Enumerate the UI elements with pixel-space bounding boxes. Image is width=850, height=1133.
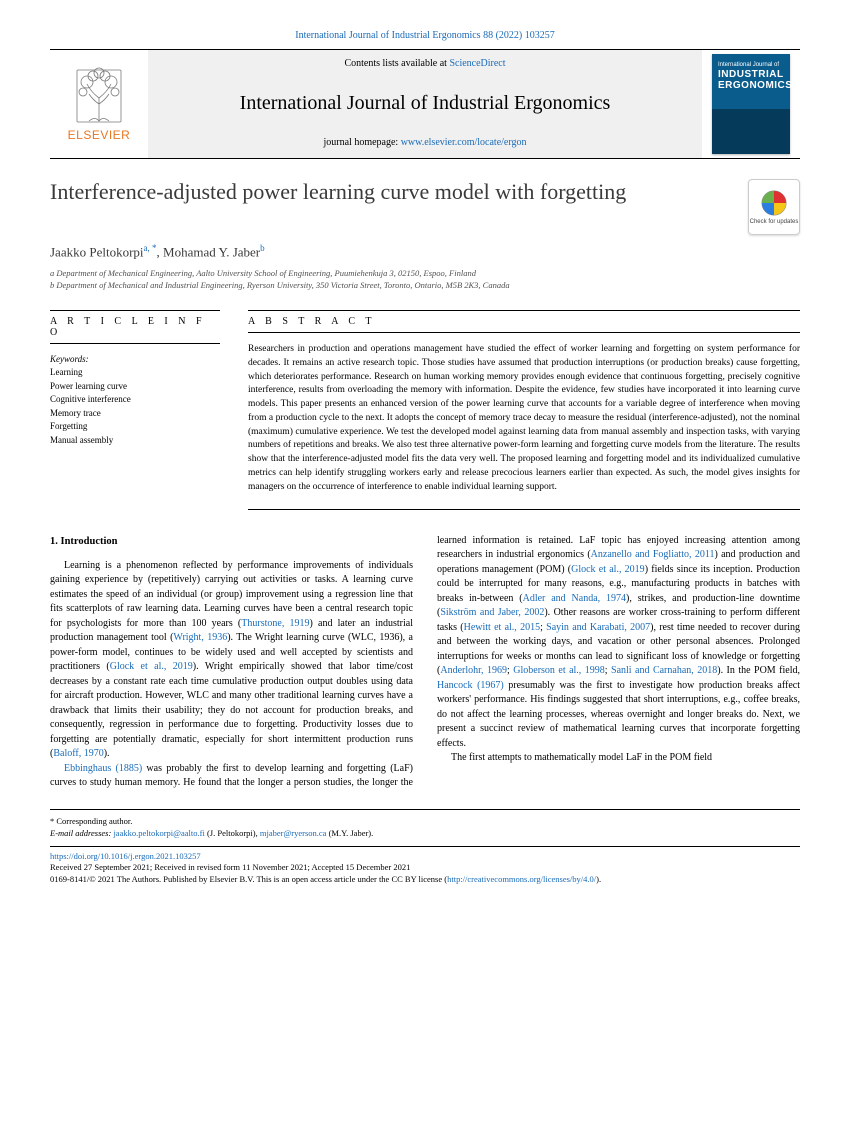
contents-available: Contents lists available at ScienceDirec… [154, 58, 696, 69]
cite-glock[interactable]: Glock et al., 2019 [110, 661, 193, 672]
abstract-text: Researchers in production and operations… [248, 343, 800, 509]
article-info-head: A R T I C L E I N F O [50, 310, 220, 344]
check-updates-button[interactable]: Check for updates [748, 179, 800, 235]
journal-header-center: Contents lists available at ScienceDirec… [148, 50, 702, 158]
journal-homepage: journal homepage: www.elsevier.com/locat… [154, 137, 696, 148]
keyword-item: Learning [50, 366, 220, 380]
citation-line: International Journal of Industrial Ergo… [50, 30, 800, 41]
cite-sayin[interactable]: Sayin and Karabati, 2007 [546, 622, 650, 633]
homepage-link[interactable]: www.elsevier.com/locate/ergon [401, 137, 527, 148]
journal-cover-thumb: International Journal of INDUSTRIAL ERGO… [712, 54, 790, 154]
body-text: 1. Introduction Learning is a phenomenon… [50, 534, 800, 791]
publisher-logo-block: ELSEVIER [50, 50, 148, 158]
keyword-item: Forgetting [50, 420, 220, 434]
keyword-item: Manual assembly [50, 434, 220, 448]
cite-globerson[interactable]: Globerson et al., 1998 [513, 665, 605, 676]
cite-sanli[interactable]: Sanli and Carnahan, 2018 [611, 665, 717, 676]
cite-anderlohr[interactable]: Anderlohr, 1969 [440, 665, 507, 676]
abstract: A B S T R A C T Researchers in productio… [248, 310, 800, 509]
cite-adler[interactable]: Adler and Nanda, 1974 [523, 593, 626, 604]
article-info: A R T I C L E I N F O Keywords: Learning… [50, 310, 220, 509]
sciencedirect-link[interactable]: ScienceDirect [449, 58, 505, 69]
keywords-list: LearningPower learning curveCognitive in… [50, 366, 220, 447]
keyword-item: Power learning curve [50, 380, 220, 394]
keywords-label: Keywords: [50, 354, 220, 364]
paragraph-1: Learning is a phenomenon reflected by pe… [50, 559, 413, 762]
cite-thurstone[interactable]: Thurstone, 1919 [241, 618, 309, 629]
paper-page: International Journal of Industrial Ergo… [0, 0, 850, 906]
journal-cover-block: International Journal of INDUSTRIAL ERGO… [702, 50, 800, 158]
elsevier-tree-icon [69, 66, 129, 126]
footer: * Corresponding author. E-mail addresses… [50, 809, 800, 886]
cite-baloff[interactable]: Baloff, 1970 [53, 748, 103, 759]
publisher-name: ELSEVIER [68, 128, 131, 142]
cite-anzanello[interactable]: Anzanello and Fogliatto, 2011 [591, 549, 715, 560]
affiliation-b: b Department of Mechanical and Industria… [50, 280, 800, 292]
section-1-head: 1. Introduction [50, 534, 413, 549]
author-2: Mohamad Y. Jaber [163, 244, 260, 259]
email-addresses: E-mail addresses: jaakko.peltokorpi@aalt… [50, 828, 800, 840]
paragraph-3: The first attempts to mathematically mod… [437, 751, 800, 766]
keyword-item: Cognitive interference [50, 393, 220, 407]
cite-sikstrom[interactable]: Sikström and Jaber, 2002 [440, 607, 544, 618]
cite-glock2[interactable]: Glock et al., 2019 [571, 564, 645, 575]
cite-ebbinghaus[interactable]: Ebbinghaus (1885) [64, 763, 142, 774]
paper-title: Interference-adjusted power learning cur… [50, 179, 626, 205]
abstract-head: A B S T R A C T [248, 310, 800, 333]
cc-license-link[interactable]: http://creativecommons.org/licenses/by/4… [447, 874, 596, 884]
affiliations: a Department of Mechanical Engineering, … [50, 268, 800, 292]
cite-hewitt[interactable]: Hewitt et al., 2015 [464, 622, 540, 633]
license-line: 0169-8141/© 2021 The Authors. Published … [50, 874, 800, 886]
received-dates: Received 27 September 2021; Received in … [50, 862, 800, 874]
journal-title: International Journal of Industrial Ergo… [154, 92, 696, 115]
journal-header: ELSEVIER Contents lists available at Sci… [50, 49, 800, 159]
cite-wright[interactable]: Wright, 1936 [173, 632, 227, 643]
doi-link[interactable]: https://doi.org/10.1016/j.ergon.2021.103… [50, 851, 800, 863]
corresponding-author: * Corresponding author. [50, 816, 800, 828]
keyword-item: Memory trace [50, 407, 220, 421]
email-link-2[interactable]: mjaber@ryerson.ca [260, 828, 327, 838]
affiliation-a: a Department of Mechanical Engineering, … [50, 268, 800, 280]
email-link-1[interactable]: jaakko.peltokorpi@aalto.fi [113, 828, 204, 838]
author-list: Jaakko Peltokorpia, *, Mohamad Y. Jaberb [50, 243, 800, 260]
cite-hancock[interactable]: Hancock (1967) [437, 680, 504, 691]
crossmark-icon [760, 189, 788, 217]
author-1: Jaakko Peltokorpi [50, 244, 144, 259]
